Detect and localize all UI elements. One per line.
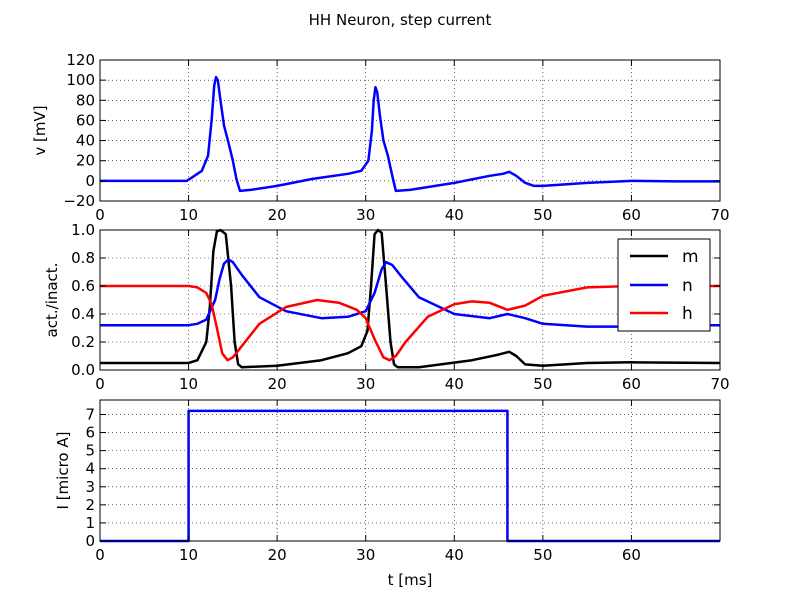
y-tick-label-voltage-0: −20	[63, 192, 95, 210]
y-tick-label-voltage-2: 20	[76, 152, 95, 170]
legend-label-m: m	[682, 247, 699, 267]
x-tick-label-gating-0: 0	[95, 375, 105, 393]
x-tick-label-current-3: 30	[356, 546, 375, 564]
y-tick-label-current-0: 0	[85, 532, 95, 550]
x-tick-label-current-1: 10	[179, 546, 198, 564]
y-axis-label-voltage: v [mV]	[31, 105, 49, 155]
legend-label-h: h	[682, 304, 693, 324]
y-tick-label-current-3: 3	[85, 478, 95, 496]
panel-gating: 0 10 20 30 40 50 60 70 0.0 0.2 0.4 0.6 0.8 1.0 act./i…	[43, 221, 730, 393]
y-tick-label-voltage-3: 40	[76, 132, 95, 150]
plot-frame	[99, 229, 721, 371]
x-tick-label-gating-7: 70	[710, 375, 729, 393]
series-line-voltage-0	[100, 75, 720, 193]
plot-frame	[99, 399, 721, 542]
plot-frame	[99, 59, 721, 202]
x-tick-label-voltage-4: 40	[445, 206, 464, 224]
y-tick-label-current-4: 4	[85, 460, 95, 478]
x-tick-label-voltage-5: 50	[533, 206, 552, 224]
x-tick-label-voltage-3: 30	[356, 206, 375, 224]
y-tick-label-current-2: 2	[85, 496, 95, 514]
y-tick-label-gating-4: 0.8	[71, 249, 95, 267]
x-tick-label-gating-6: 60	[622, 375, 641, 393]
y-tick-label-current-7: 7	[85, 405, 95, 423]
y-tick-label-voltage-4: 60	[76, 111, 95, 129]
x-tick-label-current-6: 60	[622, 546, 641, 564]
y-tick-label-gating-2: 0.4	[71, 305, 95, 323]
y-tick-label-gating-1: 0.2	[71, 333, 95, 351]
x-tick-label-current-5: 50	[533, 546, 552, 564]
x-tick-label-gating-5: 50	[533, 375, 552, 393]
y-axis-label-current: I [micro A]	[54, 432, 72, 510]
x-tick-label-voltage-6: 60	[622, 206, 641, 224]
x-tick-label-gating-1: 10	[179, 375, 198, 393]
y-tick-label-current-1: 1	[85, 514, 95, 532]
figure-title: HH Neuron, step current	[309, 11, 492, 29]
series-line-gating-m	[100, 228, 721, 369]
y-tick-label-voltage-5: 80	[76, 91, 95, 109]
y-tick-label-gating-0: 0.0	[71, 361, 95, 379]
x-tick-label-gating-4: 40	[445, 375, 464, 393]
legend: m n h	[617, 238, 711, 332]
y-axis-label-gating: act./inact.	[43, 263, 61, 338]
y-tick-label-voltage-7: 120	[66, 51, 95, 69]
x-tick-label-gating-3: 30	[356, 375, 375, 393]
x-tick-label-voltage-7: 70	[710, 206, 729, 224]
series-line-gating-n	[100, 258, 720, 328]
series-line-gating-h	[100, 284, 720, 362]
x-tick-label-current-2: 20	[268, 546, 287, 564]
x-tick-label-current-0: 0	[95, 546, 105, 564]
y-tick-label-gating-5: 1.0	[71, 221, 95, 239]
x-tick-label-voltage-1: 10	[179, 206, 198, 224]
x-tick-label-current-4: 40	[445, 546, 464, 564]
y-tick-label-current-5: 5	[85, 442, 95, 460]
x-tick-label-gating-2: 20	[268, 375, 287, 393]
x-tick-label-voltage-2: 20	[268, 206, 287, 224]
y-tick-label-gating-3: 0.6	[71, 277, 95, 295]
y-tick-label-voltage-6: 100	[66, 71, 95, 89]
series-line-current-0	[100, 409, 720, 543]
x-tick-label-voltage-0: 0	[95, 206, 105, 224]
legend-label-n: n	[682, 276, 693, 296]
y-tick-label-current-6: 6	[85, 424, 95, 442]
y-tick-label-voltage-1: 0	[85, 172, 95, 190]
x-axis-label: t [ms]	[388, 571, 433, 589]
